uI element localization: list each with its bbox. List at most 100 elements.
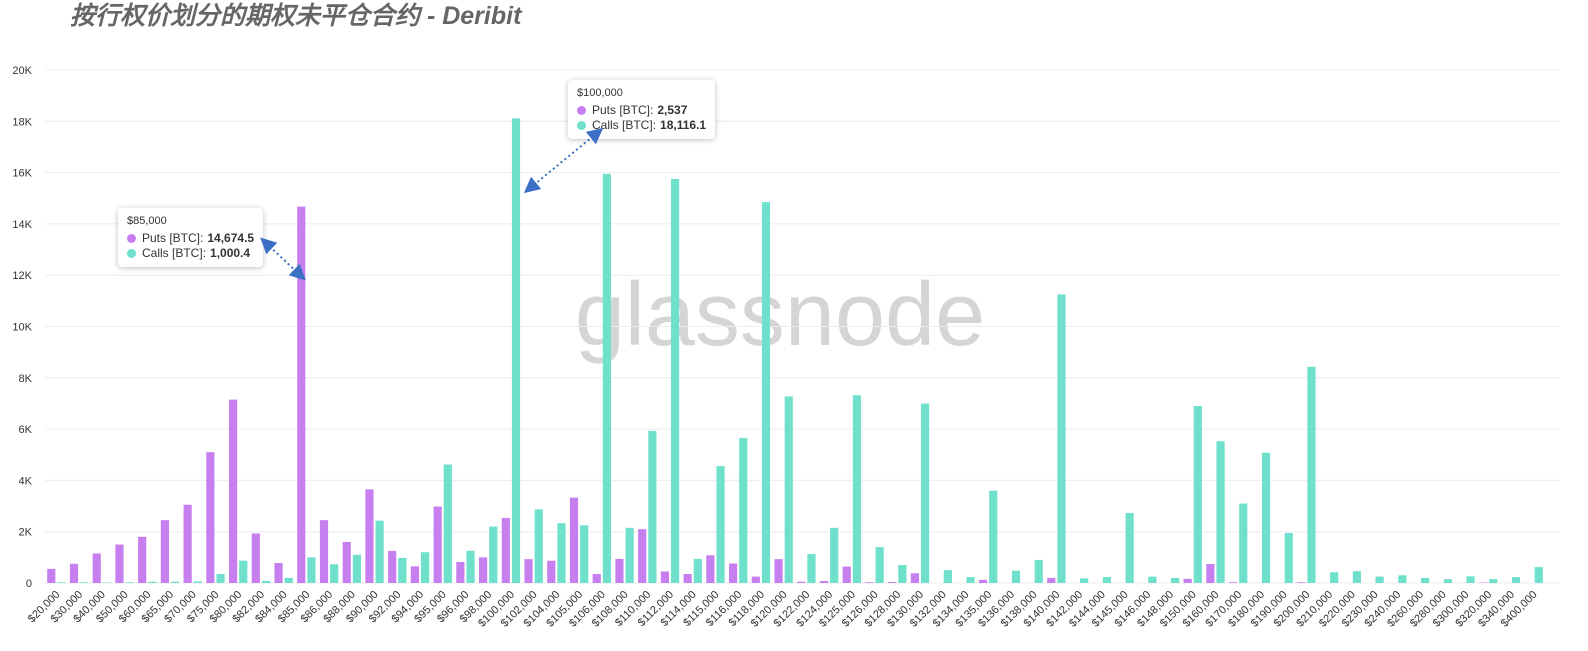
bar (1261, 452, 1271, 583)
tooltip-dot (127, 249, 136, 258)
bar (1330, 572, 1339, 583)
tooltip-value: 1,000.4 (210, 246, 251, 260)
bar (888, 581, 897, 583)
bar (615, 558, 624, 583)
bar (830, 527, 839, 583)
bar (1171, 577, 1180, 583)
bar (1352, 571, 1361, 583)
bar (433, 506, 442, 583)
bar (706, 555, 715, 583)
bar (865, 582, 874, 583)
tooltip-dot (577, 106, 586, 115)
tooltip-series: Calls [BTC] (592, 118, 656, 133)
bar (183, 504, 192, 583)
bar (410, 566, 419, 583)
y-tick-label: 4K (19, 475, 33, 487)
bar (966, 577, 975, 583)
bar (284, 577, 293, 583)
y-tick-label: 12K (12, 270, 32, 282)
bar (1307, 366, 1316, 583)
bar (524, 559, 533, 583)
y-tick-label: 8K (19, 373, 33, 385)
bar (671, 179, 680, 583)
bar (1216, 441, 1225, 583)
bar (171, 581, 180, 583)
tooltip-row: Calls [BTC] 1,000.4 (127, 246, 254, 261)
y-tick-label: 0 (26, 578, 32, 590)
bar (92, 553, 101, 583)
bar (421, 552, 430, 583)
bar (729, 563, 738, 583)
bar (319, 520, 329, 583)
bar (80, 582, 89, 583)
bar (547, 560, 556, 583)
bar (388, 550, 397, 583)
bar (115, 544, 124, 583)
bar (501, 517, 510, 583)
bar (398, 557, 407, 583)
bar (138, 536, 147, 583)
bar (751, 576, 760, 583)
bar (47, 568, 56, 583)
bar (1102, 577, 1111, 583)
bar (1398, 575, 1407, 583)
series-name: Calls [BTC] (592, 118, 656, 132)
bar (1011, 570, 1021, 583)
bar (1284, 532, 1293, 583)
bar (774, 559, 783, 583)
bar (683, 574, 692, 583)
y-tick-label: 10K (12, 322, 32, 334)
bar (852, 395, 861, 583)
bar (1375, 576, 1384, 583)
bar (602, 173, 611, 583)
bar (1421, 577, 1430, 583)
tooltip-series: Puts [BTC] (142, 231, 203, 246)
series-name: Puts [BTC] (592, 103, 653, 117)
bar (1080, 578, 1089, 583)
bar (979, 579, 988, 583)
bar (261, 580, 271, 583)
y-tick-label: 16K (12, 168, 32, 180)
bar (229, 399, 238, 583)
tooltip-value: 2,537 (657, 103, 688, 117)
bar (716, 466, 725, 583)
bar (330, 564, 339, 583)
bar (489, 526, 498, 583)
tooltip-dot (577, 121, 586, 130)
bar (784, 396, 793, 583)
bar (1183, 578, 1192, 583)
series-name: Calls [BTC] (142, 246, 206, 260)
bar (511, 118, 521, 584)
bar (569, 497, 579, 583)
bar (57, 582, 66, 583)
bar (557, 523, 566, 583)
watermark: glassnode (575, 265, 985, 365)
tooltip-dot (127, 234, 136, 243)
bar (69, 563, 79, 583)
bar (443, 464, 452, 583)
bar (875, 547, 884, 583)
bar (660, 571, 669, 583)
bar (797, 581, 806, 583)
tooltip-value: 18,116.1 (660, 118, 707, 132)
y-tick-label: 6K (19, 424, 33, 436)
bar (592, 574, 601, 583)
bar (638, 529, 647, 583)
tooltip-row: Puts [BTC] 14,674.5 (127, 231, 254, 246)
y-tick-label: 20K (12, 65, 32, 77)
bar (1125, 512, 1134, 583)
y-tick-label: 14K (12, 219, 32, 231)
bar (898, 565, 907, 583)
bar (297, 206, 306, 584)
y-tick-label: 2K (19, 527, 33, 539)
bar (375, 520, 384, 583)
tooltip-title: $85,000 (127, 215, 167, 227)
bar (102, 582, 111, 583)
tooltip-row: Puts [BTC] 2,537 (577, 103, 706, 118)
bar (160, 520, 169, 583)
bar (206, 452, 215, 583)
